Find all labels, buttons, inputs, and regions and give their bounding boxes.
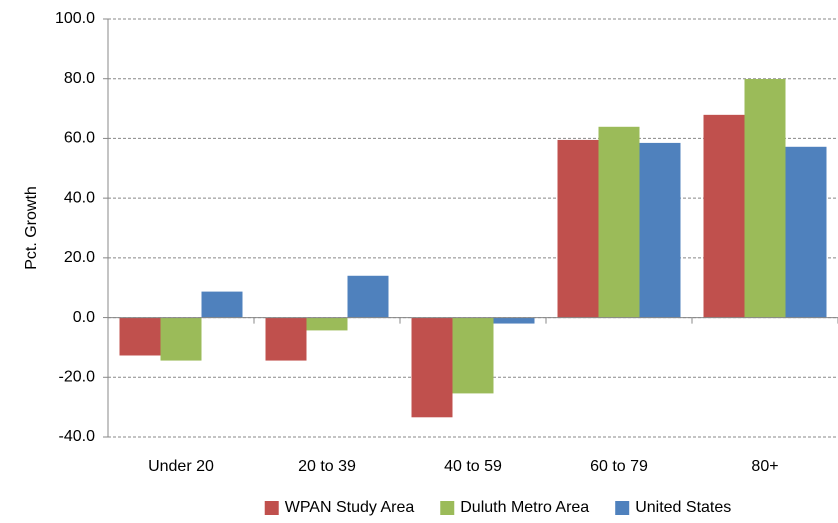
bar <box>493 317 535 324</box>
bar <box>785 146 827 318</box>
legend-swatch <box>615 501 630 515</box>
bar <box>160 317 202 361</box>
bar <box>119 317 161 356</box>
bar <box>598 126 640 318</box>
bar <box>265 317 307 361</box>
x-tick-label: Under 20 <box>148 458 214 475</box>
bar <box>557 139 599 318</box>
bar <box>306 317 348 331</box>
bar <box>201 291 243 318</box>
bar <box>452 317 494 394</box>
y-tick-label: 0.0 <box>73 309 95 326</box>
bar <box>744 79 786 318</box>
y-tick-label: -20.0 <box>59 369 96 386</box>
x-tick-label: 80+ <box>751 458 778 475</box>
legend-label: United States <box>635 499 731 516</box>
bar <box>703 114 745 318</box>
bar <box>347 275 389 318</box>
y-tick-label: 40.0 <box>64 189 95 206</box>
y-tick-label: 60.0 <box>64 130 95 147</box>
bar <box>639 142 681 318</box>
x-tick-label: 20 to 39 <box>298 458 356 475</box>
legend-label: Duluth Metro Area <box>460 499 589 516</box>
legend-swatch <box>440 501 455 515</box>
legend-label: WPAN Study Area <box>285 499 415 516</box>
y-tick-label: 100.0 <box>55 10 95 27</box>
legend-swatch <box>264 501 279 515</box>
bar <box>411 317 453 418</box>
y-tick-label: 20.0 <box>64 249 95 266</box>
y-tick-label: 80.0 <box>64 70 95 87</box>
y-axis-label: Pct. Growth <box>23 186 40 270</box>
y-tick-label: -40.0 <box>59 428 96 445</box>
x-tick-label: 40 to 59 <box>444 458 502 475</box>
x-tick-label: 60 to 79 <box>590 458 648 475</box>
